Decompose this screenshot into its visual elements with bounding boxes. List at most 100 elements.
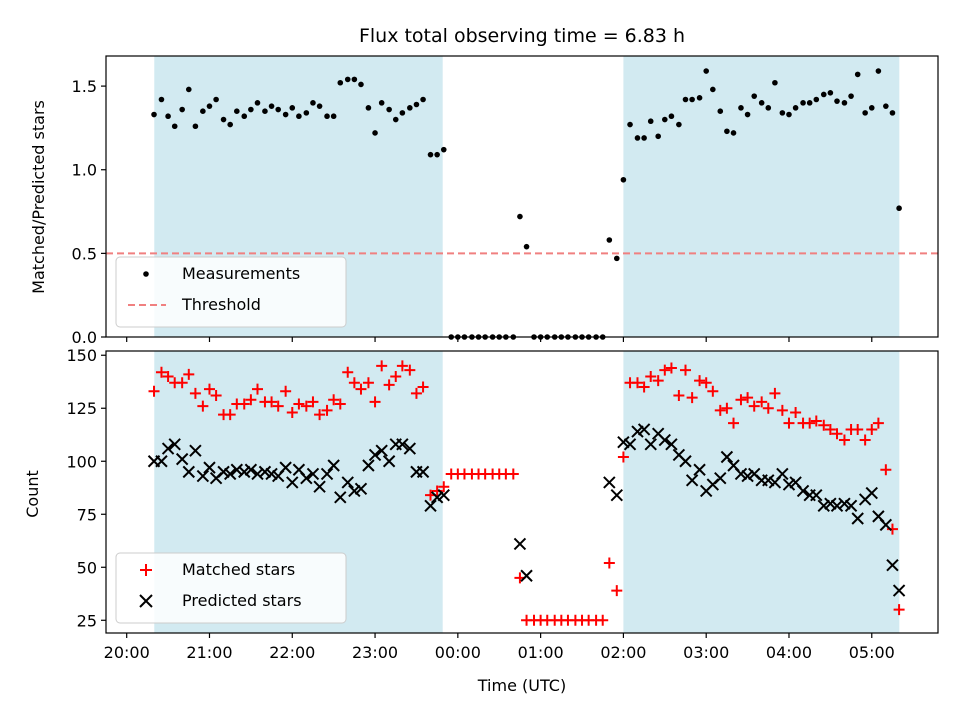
bottom-y-tick-label: 50 xyxy=(77,558,97,577)
bottom-predicted-point xyxy=(679,455,692,468)
bottom-predicted-point xyxy=(714,472,727,485)
top-data-point xyxy=(689,96,695,103)
top-data-point xyxy=(337,79,344,86)
bottom-predicted-point xyxy=(306,467,320,481)
top-data-point xyxy=(296,113,302,120)
bottom-predicted-point xyxy=(362,459,375,472)
top-legend-marker xyxy=(143,271,149,277)
bottom-predicted-point xyxy=(161,442,175,455)
top-data-point xyxy=(717,108,724,114)
top-data-point xyxy=(738,105,744,111)
bottom-matched-point xyxy=(694,375,706,387)
top-data-point xyxy=(676,121,682,128)
top-data-point xyxy=(179,106,185,113)
bottom-predicted-point xyxy=(892,584,906,597)
bottom-matched-point xyxy=(245,394,257,406)
bottom-predicted-point xyxy=(279,461,292,474)
top-y-tick-label: 0.0 xyxy=(72,328,97,347)
top-data-point xyxy=(620,176,627,183)
bottom-predicted-point xyxy=(368,448,382,462)
top-data-point xyxy=(254,100,261,106)
bottom-shaded-interval xyxy=(623,351,900,633)
top-data-point xyxy=(875,68,882,74)
top-y-tick-label: 0.5 xyxy=(72,244,97,263)
bottom-matched-point xyxy=(603,557,615,569)
top-data-point xyxy=(248,106,254,113)
top-data-point xyxy=(724,128,730,135)
top-data-point xyxy=(434,151,440,158)
top-data-point xyxy=(896,205,902,212)
bottom-predicted-point xyxy=(375,444,388,457)
bottom-y-tick-label: 75 xyxy=(77,505,97,524)
top-data-point xyxy=(151,111,157,118)
bottom-matched-point xyxy=(383,379,395,391)
top-data-point xyxy=(303,110,310,116)
bottom-axes-frame xyxy=(105,350,939,634)
bottom-matched-point xyxy=(783,417,795,429)
bottom-predicted-point xyxy=(196,469,210,483)
bottom-matched-point xyxy=(342,366,354,378)
top-data-point xyxy=(868,105,875,111)
bottom-predicted-point xyxy=(382,455,396,468)
bottom-matched-point xyxy=(714,404,726,416)
top-panel: 0.0 0.5 1.0 1.5 Measurements Threshold xyxy=(72,55,939,347)
top-data-point xyxy=(758,100,765,106)
bottom-predicted-point xyxy=(693,463,706,476)
bottom-predicted-point xyxy=(286,476,299,489)
bottom-matched-point xyxy=(210,390,222,402)
top-data-point xyxy=(386,106,392,113)
bottom-matched-point xyxy=(362,377,374,389)
bottom-predicted-point xyxy=(776,467,789,481)
top-data-point xyxy=(372,130,378,136)
bottom-matched-point xyxy=(748,400,760,412)
bottom-predicted-point xyxy=(403,442,417,455)
top-data-point xyxy=(365,105,372,111)
bottom-predicted-point xyxy=(603,476,616,489)
top-data-point xyxy=(220,116,227,123)
top-data-point xyxy=(613,255,620,262)
bottom-matched-point xyxy=(686,392,698,404)
top-legend-label: Measurements xyxy=(182,264,300,283)
bottom-matched-point xyxy=(355,383,367,395)
top-data-point xyxy=(772,79,778,86)
bottom-matched-point xyxy=(307,396,319,408)
top-data-point xyxy=(820,91,827,98)
bottom-matched-point xyxy=(831,428,843,440)
bottom-matched-point xyxy=(859,434,871,446)
top-data-point xyxy=(834,98,840,104)
bottom-matched-point xyxy=(321,404,333,416)
bottom-matched-point xyxy=(162,370,174,382)
bottom-predicted-point xyxy=(810,488,823,502)
bottom-matched-point xyxy=(638,381,650,393)
bottom-matched-point xyxy=(769,387,781,399)
top-legend: Measurements Threshold xyxy=(115,256,347,328)
bottom-predicted-point xyxy=(189,444,202,457)
bottom-matched-point xyxy=(645,370,657,382)
bottom-matched-point xyxy=(293,398,305,410)
bottom-matched-point xyxy=(376,360,388,372)
bottom-predicted-point xyxy=(844,499,858,512)
bottom-predicted-point xyxy=(513,537,527,551)
bottom-y-tick-label: 150 xyxy=(66,346,97,365)
bottom-x-tick-label: 04:00 xyxy=(766,643,812,662)
bottom-predicted-point xyxy=(879,518,893,532)
top-data-point xyxy=(786,111,792,118)
bottom-matched-point xyxy=(838,434,850,446)
top-data-point xyxy=(647,118,654,125)
top-data-point xyxy=(227,121,233,128)
top-data-point xyxy=(682,96,689,103)
top-data-point xyxy=(841,100,848,106)
top-data-point xyxy=(392,116,399,123)
top-data-point xyxy=(171,123,178,130)
bottom-predicted-point xyxy=(244,463,258,476)
bottom-matched-point xyxy=(804,417,816,429)
bottom-predicted-point xyxy=(644,438,657,451)
top-data-point xyxy=(378,100,385,106)
bottom-matched-point xyxy=(728,417,740,429)
bottom-matched-point xyxy=(617,451,629,463)
bottom-predicted-point xyxy=(851,512,864,525)
bottom-predicted-point xyxy=(341,476,354,489)
x-axis-title: Time (UTC) xyxy=(477,676,566,695)
bottom-predicted-point xyxy=(300,472,313,485)
bottom-matched-point xyxy=(665,362,677,374)
